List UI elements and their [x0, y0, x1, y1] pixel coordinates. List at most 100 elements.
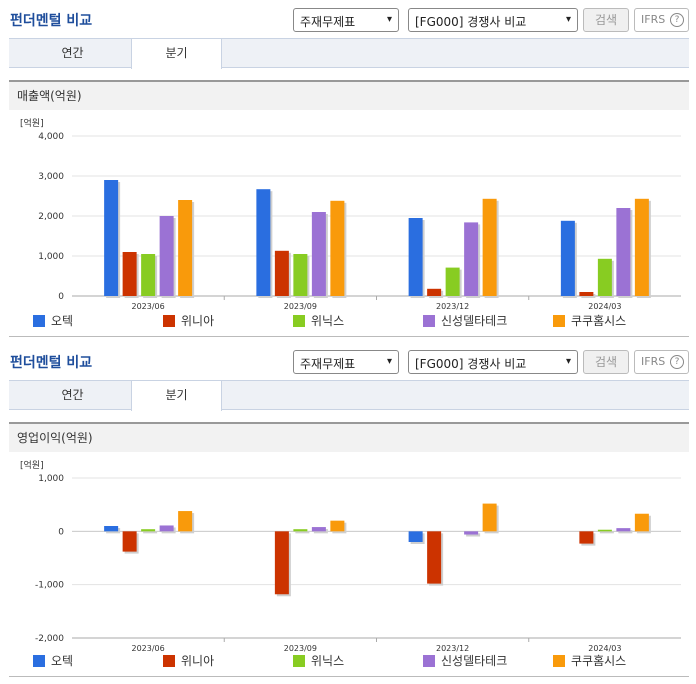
bar[interactable] [616, 208, 631, 296]
revenue-chart: [억원] 0 1,000 2,000 3,000 4,000 2023/06 2023/09 2… [20, 117, 681, 311]
compare-select[interactable]: [FG000] 경쟁사 비교 ▾ [408, 350, 578, 374]
bar[interactable] [274, 250, 289, 296]
legend-label: 오텍 [51, 314, 74, 328]
statement-select[interactable]: 주재무제표 ▾ [293, 350, 399, 374]
bar[interactable] [464, 531, 479, 535]
bar[interactable] [311, 527, 326, 532]
y-tick-label: 2,000 [38, 212, 64, 222]
bar[interactable] [159, 525, 174, 532]
bar[interactable] [427, 531, 442, 584]
bar[interactable] [482, 503, 497, 532]
bar[interactable] [256, 189, 271, 296]
help-icon[interactable]: ? [670, 13, 684, 27]
x-tick-label: 2023/09 [284, 644, 317, 653]
legend-item[interactable]: 위니아 [163, 313, 214, 329]
bar[interactable] [464, 222, 479, 296]
bar[interactable] [122, 531, 137, 552]
legend-label: 위닉스 [311, 314, 345, 328]
legend-swatch [163, 655, 175, 667]
tab-quarterly[interactable]: 분기 [131, 381, 222, 411]
period-tabs: 연간 분기 [9, 38, 689, 69]
bar[interactable] [104, 180, 119, 296]
legend-label: 신성델타테크 [441, 654, 508, 668]
legend-item[interactable]: 오텍 [33, 313, 73, 329]
bar[interactable] [616, 528, 631, 532]
bar[interactable] [330, 520, 345, 532]
legend-item[interactable]: 위니아 [163, 653, 214, 669]
tab-annual[interactable]: 연간 [61, 46, 84, 60]
bar[interactable] [579, 531, 594, 544]
ifrs-button[interactable]: IFRS ? [634, 8, 689, 32]
bar[interactable] [597, 529, 612, 532]
bar-shadow [466, 533, 481, 537]
x-tick-label: 2023/09 [284, 302, 317, 311]
search-button[interactable]: 검색 [583, 350, 629, 374]
legend-item[interactable]: 쿠쿠홈시스 [553, 653, 626, 669]
ifrs-button[interactable]: IFRS ? [634, 350, 689, 374]
bar[interactable] [159, 216, 174, 296]
legend-label: 쿠쿠홈시스 [571, 654, 627, 668]
bar[interactable] [293, 254, 308, 296]
bar[interactable] [408, 218, 423, 296]
y-tick-label: 0 [58, 292, 64, 302]
legend-item[interactable]: 위닉스 [293, 313, 344, 329]
bar[interactable] [178, 511, 193, 532]
legend-item[interactable]: 신성델타테크 [423, 653, 507, 669]
help-icon[interactable]: ? [670, 355, 684, 369]
tab-quarterly[interactable]: 분기 [131, 39, 222, 69]
bar[interactable] [330, 200, 345, 296]
bar[interactable] [560, 220, 575, 296]
bar[interactable] [122, 252, 137, 296]
y-tick-label: -2,000 [35, 634, 64, 644]
bar[interactable] [141, 254, 156, 296]
bar[interactable] [634, 513, 649, 532]
tab-annual[interactable]: 연간 [61, 388, 84, 402]
legend-item[interactable]: 위닉스 [293, 653, 344, 669]
legend-item[interactable]: 오텍 [33, 653, 73, 669]
legend-swatch [553, 655, 565, 667]
bar[interactable] [178, 200, 193, 296]
compare-select-value: [FG000] 경쟁사 비교 [415, 15, 527, 29]
legend-label: 오텍 [51, 654, 74, 668]
bar[interactable] [311, 212, 326, 296]
compare-select[interactable]: [FG000] 경쟁사 비교 ▾ [408, 8, 578, 32]
unit-label: [억원] [20, 117, 44, 129]
bar[interactable] [445, 267, 460, 296]
bar[interactable] [579, 292, 594, 296]
bar-shadow [599, 531, 614, 534]
fundamental-panel-operating-profit: 펀더멘털 비교 주재무제표 ▾ [FG000] 경쟁사 비교 ▾ 검색 IFRS… [0, 342, 696, 684]
panel-title: 펀더멘털 비교 [10, 355, 93, 371]
section-title: 영업이익(억원) [9, 422, 689, 452]
chevron-down-icon: ▾ [386, 356, 392, 367]
bar[interactable] [104, 526, 119, 532]
bar[interactable] [293, 529, 308, 532]
bar-shadow [295, 531, 310, 534]
legend-label: 위니아 [181, 654, 215, 668]
legend-swatch [163, 315, 175, 327]
ifrs-label: IFRS [641, 355, 666, 368]
search-button[interactable]: 검색 [583, 8, 629, 32]
bar-shadow [143, 531, 158, 534]
chart-legend: 오텍 위니아 위닉스 신성델타테크 쿠쿠홈시스 [0, 653, 696, 671]
statement-select[interactable]: 주재무제표 ▾ [293, 8, 399, 32]
fundamental-panel-revenue: 펀더멘털 비교 주재무제표 ▾ [FG000] 경쟁사 비교 ▾ 검색 IFRS… [0, 0, 696, 340]
bar[interactable] [141, 529, 156, 532]
x-tick-label: 2023/12 [436, 302, 469, 311]
y-tick-label: 1,000 [38, 252, 64, 262]
legend-item[interactable]: 쿠쿠홈시스 [553, 313, 626, 329]
bar[interactable] [427, 288, 442, 296]
bar[interactable] [408, 531, 423, 542]
ifrs-label: IFRS [641, 13, 666, 26]
bar[interactable] [597, 258, 612, 296]
panel-header: 펀더멘털 비교 주재무제표 ▾ [FG000] 경쟁사 비교 ▾ 검색 IFRS… [0, 0, 696, 34]
legend-label: 위니아 [181, 314, 215, 328]
bar[interactable] [482, 198, 497, 296]
legend-swatch [553, 315, 565, 327]
bar[interactable] [634, 198, 649, 296]
bar[interactable] [274, 531, 289, 595]
panel-title: 펀더멘털 비교 [10, 13, 93, 29]
x-tick-label: 2024/03 [588, 302, 621, 311]
bar-shadow [618, 530, 633, 534]
legend-item[interactable]: 신성델타테크 [423, 313, 507, 329]
legend-swatch [293, 655, 305, 667]
